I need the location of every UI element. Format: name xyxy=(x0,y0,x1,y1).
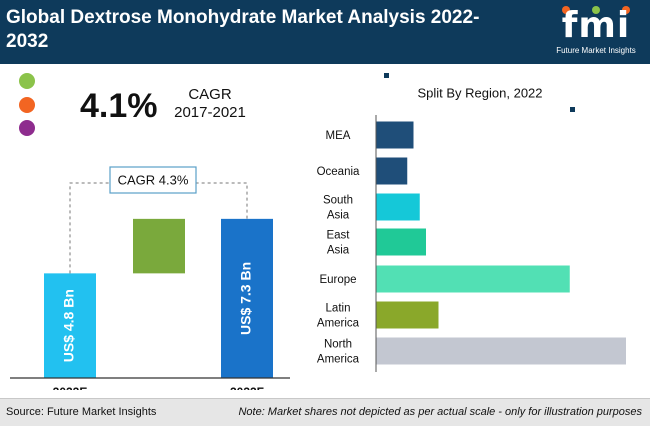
cagr-label-text: CAGR xyxy=(188,86,232,103)
region-bar xyxy=(376,193,420,221)
region-label: South Asia xyxy=(323,195,353,222)
region-label: MEA xyxy=(326,130,351,142)
region-label: Latin America xyxy=(317,303,360,330)
logo-dot-icon xyxy=(592,6,600,14)
logo-dot-icon xyxy=(562,6,570,14)
region-bar xyxy=(376,228,426,256)
decor-square-icon xyxy=(384,73,389,78)
bar-value-label: US$ 7.3 Bn xyxy=(238,262,254,335)
region-bar xyxy=(376,121,414,149)
region-label: Europe xyxy=(319,274,356,286)
market-bar-2032F xyxy=(221,218,273,378)
legend-dot-purple-icon xyxy=(19,120,35,136)
market-bar-2022E xyxy=(44,273,96,378)
region-label: Oceania xyxy=(317,166,360,178)
bar-value-label: US$ 4.8 Bn xyxy=(61,289,77,362)
x-tick-label: 2032F xyxy=(230,385,264,390)
region-label: East Asia xyxy=(326,230,350,257)
cagr-label: CAGR 2017-2021 xyxy=(170,86,250,122)
source-text: Source: Future Market Insights xyxy=(6,406,157,418)
cagr-annotation-text: CAGR 4.3% xyxy=(118,172,189,187)
region-bar xyxy=(376,265,570,293)
region-bar xyxy=(376,337,626,365)
cagr-annotation-box xyxy=(109,166,197,194)
note-text: Note: Market shares not depicted as per … xyxy=(238,406,642,418)
x-tick-label: 2022E xyxy=(53,385,88,390)
region-label: North America xyxy=(317,339,360,366)
cagr-period: 2017-2021 xyxy=(174,104,246,121)
page-title: Global Dextrose Monohydrate Market Analy… xyxy=(6,7,480,52)
growth-bar xyxy=(133,218,185,274)
cagr-value: 4.1% xyxy=(80,87,158,125)
legend-dot-orange-icon xyxy=(19,97,35,113)
legend-dot-green-icon xyxy=(19,73,35,89)
fmi-logo: fmi Future Market Insights xyxy=(548,4,644,60)
footer: Source: Future Market Insights Note: Mar… xyxy=(0,398,650,426)
region-bar xyxy=(376,301,439,329)
region-bar xyxy=(376,157,408,185)
logo-dot-icon xyxy=(622,6,630,14)
logo-subtitle: Future Market Insights xyxy=(556,46,636,55)
decor-square-icon xyxy=(570,107,575,112)
header-banner: Global Dextrose Monohydrate Market Analy… xyxy=(0,0,650,64)
market-size-chart: US$ 4.8 Bn 2022E US$ 7.3 Bn 2032F CAGR 4.3% xyxy=(10,166,290,390)
region-split-chart: Split By Region, 2022 MEA Oceania South Asia… xyxy=(317,73,626,372)
region-chart-title: Split By Region, 2022 xyxy=(417,85,542,100)
logo-text: fmi xyxy=(561,5,631,46)
